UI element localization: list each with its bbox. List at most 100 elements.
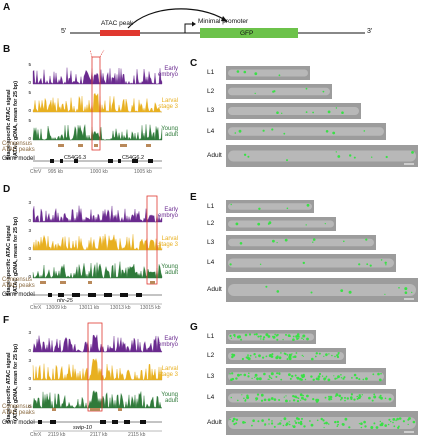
panel-g-gfp-signal: [344, 396, 346, 399]
panel-d-track3-ymin: 0: [28, 274, 31, 279]
panel-b-consensus-peak-4: [120, 144, 127, 147]
panel-g-gfp-signal: [310, 375, 313, 378]
panel-g-gfp-signal: [402, 420, 405, 423]
panel-b-zoom-line-right: [99, 49, 105, 58]
panel-g-gfp-signal: [324, 396, 327, 399]
panel-b-consensus-peak-2: [78, 144, 83, 147]
enhancer-arc: [127, 8, 226, 29]
gfp-label: GFP: [240, 30, 254, 37]
panel-d-gene-name: nhr-25: [57, 298, 73, 304]
panel-e-gfp-signal: [365, 238, 368, 241]
panel-c-stage-label-2: L2: [207, 87, 215, 95]
panel-g-gfp-signal: [309, 420, 311, 422]
panel-g-gfp-signal: [237, 399, 239, 402]
panel-c-gfp-signal: [322, 90, 325, 93]
panel-d-exon-3: [72, 293, 80, 297]
panel-g-gfp-signal: [356, 397, 359, 400]
panel-g-gfp-signal: [371, 399, 374, 402]
panel-c-gfp-signal: [276, 111, 279, 114]
panel-f-track3-ymin: 0: [28, 404, 31, 409]
panel-g-gfp-signal: [318, 372, 322, 376]
panel-g-gfp-signal: [388, 397, 392, 401]
panel-f-track2-ymax: 3: [28, 358, 31, 363]
panel-c-gfp-signal: [312, 111, 314, 114]
panel-g-gfp-signal: [244, 421, 246, 424]
panel-e-gfp-signal: [302, 261, 305, 265]
panel-g-gfp-signal: [267, 398, 271, 402]
panel-e-stage-label-2: L2: [207, 220, 215, 227]
panel-g-gfp-signal: [255, 333, 258, 336]
panel-d-track1-signal: [32, 205, 163, 223]
panel-g-gfp-signal: [289, 400, 291, 402]
panel-c-gfp-signal: [363, 130, 366, 132]
panel-g-gfp-signal: [270, 377, 273, 380]
panel-b-exon-7: [148, 159, 153, 163]
atac-peak-block: [100, 30, 140, 36]
panel-b-track1-signal: [32, 67, 163, 85]
panel-e-gfp-signal: [312, 241, 314, 243]
panel-g-gfp-signal: [288, 423, 291, 426]
panel-g-gfp-signal: [277, 423, 280, 425]
panel-g-gfp-signal: [287, 334, 291, 337]
panel-b-chrom: ChrV: [30, 169, 42, 175]
panel-g-gfp-signal: [252, 419, 255, 423]
panel-g-gfp-signal: [331, 354, 333, 357]
panel-f-consensus-peak-1: [52, 408, 56, 411]
panel-c-stage-label-4: L4: [207, 127, 215, 135]
panel-b-track2-label2: stage 3: [158, 104, 178, 110]
panel-c-gfp-signal: [411, 151, 414, 154]
panel-g-gfp-signal: [299, 377, 302, 381]
panel-g-gfp-signal: [306, 337, 309, 341]
panel-f-track3-ymax: 3: [28, 386, 31, 391]
panel-g-gfp-signal: [268, 375, 271, 377]
panel-e-gfp-signal: [305, 224, 307, 226]
panel-g-gfp-signal: [378, 378, 382, 382]
panel-g-gfp-signal: [311, 357, 314, 361]
panel-g-gfp-signal: [364, 425, 367, 428]
panel-g-gfp-signal: [301, 337, 303, 340]
panel-g-gfp-signal: [291, 353, 293, 355]
panel-g-gfp-signal: [330, 398, 333, 401]
panel-f-chrom: ChrX: [30, 432, 42, 438]
panel-e-gfp-signal: [369, 264, 372, 267]
panel-b-exon-5: [118, 159, 121, 163]
panel-g-gfp-signal: [240, 338, 243, 341]
panel-e-gfp-signal: [267, 222, 270, 225]
panel-c-gfp-signal: [247, 155, 250, 158]
panel-g-gfp-signal: [344, 417, 348, 421]
panel-b-consensus-peak-3: [94, 144, 98, 147]
panel-g-gfp-signal: [257, 335, 260, 338]
panel-g-worm-body-3: [228, 372, 384, 381]
panel-g-gfp-signal: [260, 338, 262, 340]
panel-g-gfp-signal: [358, 423, 360, 425]
panel-e-gfp-signal: [235, 222, 239, 226]
panel-c-gfp-signal: [335, 107, 338, 109]
panel-e-worm-body-1: [228, 203, 312, 210]
panel-g-gfp-signal: [231, 353, 234, 356]
panel-g-gfp-signal: [328, 395, 330, 398]
panel-g-gfp-signal: [273, 398, 277, 401]
minimal-promoter-label: Minimal promoter: [198, 18, 249, 25]
panel-g-gfp-signal: [388, 418, 391, 421]
panel-c-gfp-signal: [262, 129, 265, 132]
panel-g-gfp-signal: [362, 378, 365, 381]
panel-g-gfp-signal: [271, 353, 274, 356]
panel-g-gfp-signal: [267, 378, 269, 380]
panel-g-gfp-signal: [272, 335, 274, 338]
panel-g-gfp-signal: [297, 335, 300, 338]
panel-g-gfp-signal: [327, 423, 330, 425]
panel-b-consensus-label1: Consensus: [2, 141, 33, 147]
panel-g-gfp-signal: [256, 393, 260, 396]
panel-c-gfp-signal: [353, 156, 356, 159]
panel-g-gfp-signal: [372, 373, 375, 376]
panel-g-gfp-signal: [321, 375, 324, 377]
panel-g-gfp-signal: [285, 423, 288, 427]
panel-g-gfp-signal: [302, 355, 304, 357]
panel-c-gfp-signal: [332, 131, 336, 135]
panel-e-gfp-signal: [230, 203, 232, 206]
panel-f-consensus-peak-2: [90, 408, 100, 411]
panel-g-gfp-signal: [318, 352, 321, 355]
panel-g-gfp-signal: [268, 418, 270, 421]
